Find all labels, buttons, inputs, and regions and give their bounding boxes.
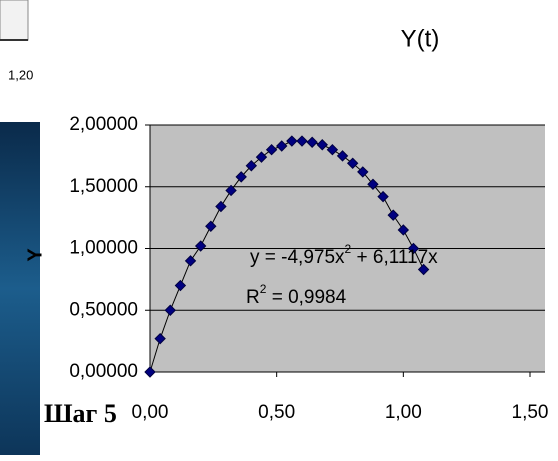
r2-part: R (246, 287, 260, 308)
x-tick-label: 0,00 (132, 402, 169, 423)
slide-text: Шаг 5 (44, 399, 117, 428)
equation-part: + 6,1117x (351, 247, 438, 268)
panel-box (0, 0, 28, 40)
screenshot: 1,20 Y(t) Y 0,00000 0,50000 1,00000 1,50000… (0, 0, 558, 461)
x-tick-label: 1,00 (385, 402, 422, 423)
trend-equation: y = -4,975x2 + 6,1117x (250, 242, 438, 268)
y-tick-label: 0,00000 (69, 361, 138, 382)
y-tick-label: 0,50000 (69, 299, 138, 320)
equation-part: y = -4,975x (250, 247, 345, 268)
y-tick-label: 1,00000 (69, 238, 138, 259)
chart-title: Y(t) (401, 25, 440, 52)
y-axis-label: Y (24, 248, 46, 262)
y-tick-label: 1,50000 (69, 176, 138, 197)
x-tick-label: 1,50 (512, 402, 549, 423)
r2-part: = 0,9984 (266, 287, 346, 308)
panel-label: 1,20 (8, 67, 33, 82)
image-strip (0, 122, 40, 455)
x-tick-label: 0,50 (258, 402, 295, 423)
y-tick-label: 2,00000 (69, 114, 138, 135)
